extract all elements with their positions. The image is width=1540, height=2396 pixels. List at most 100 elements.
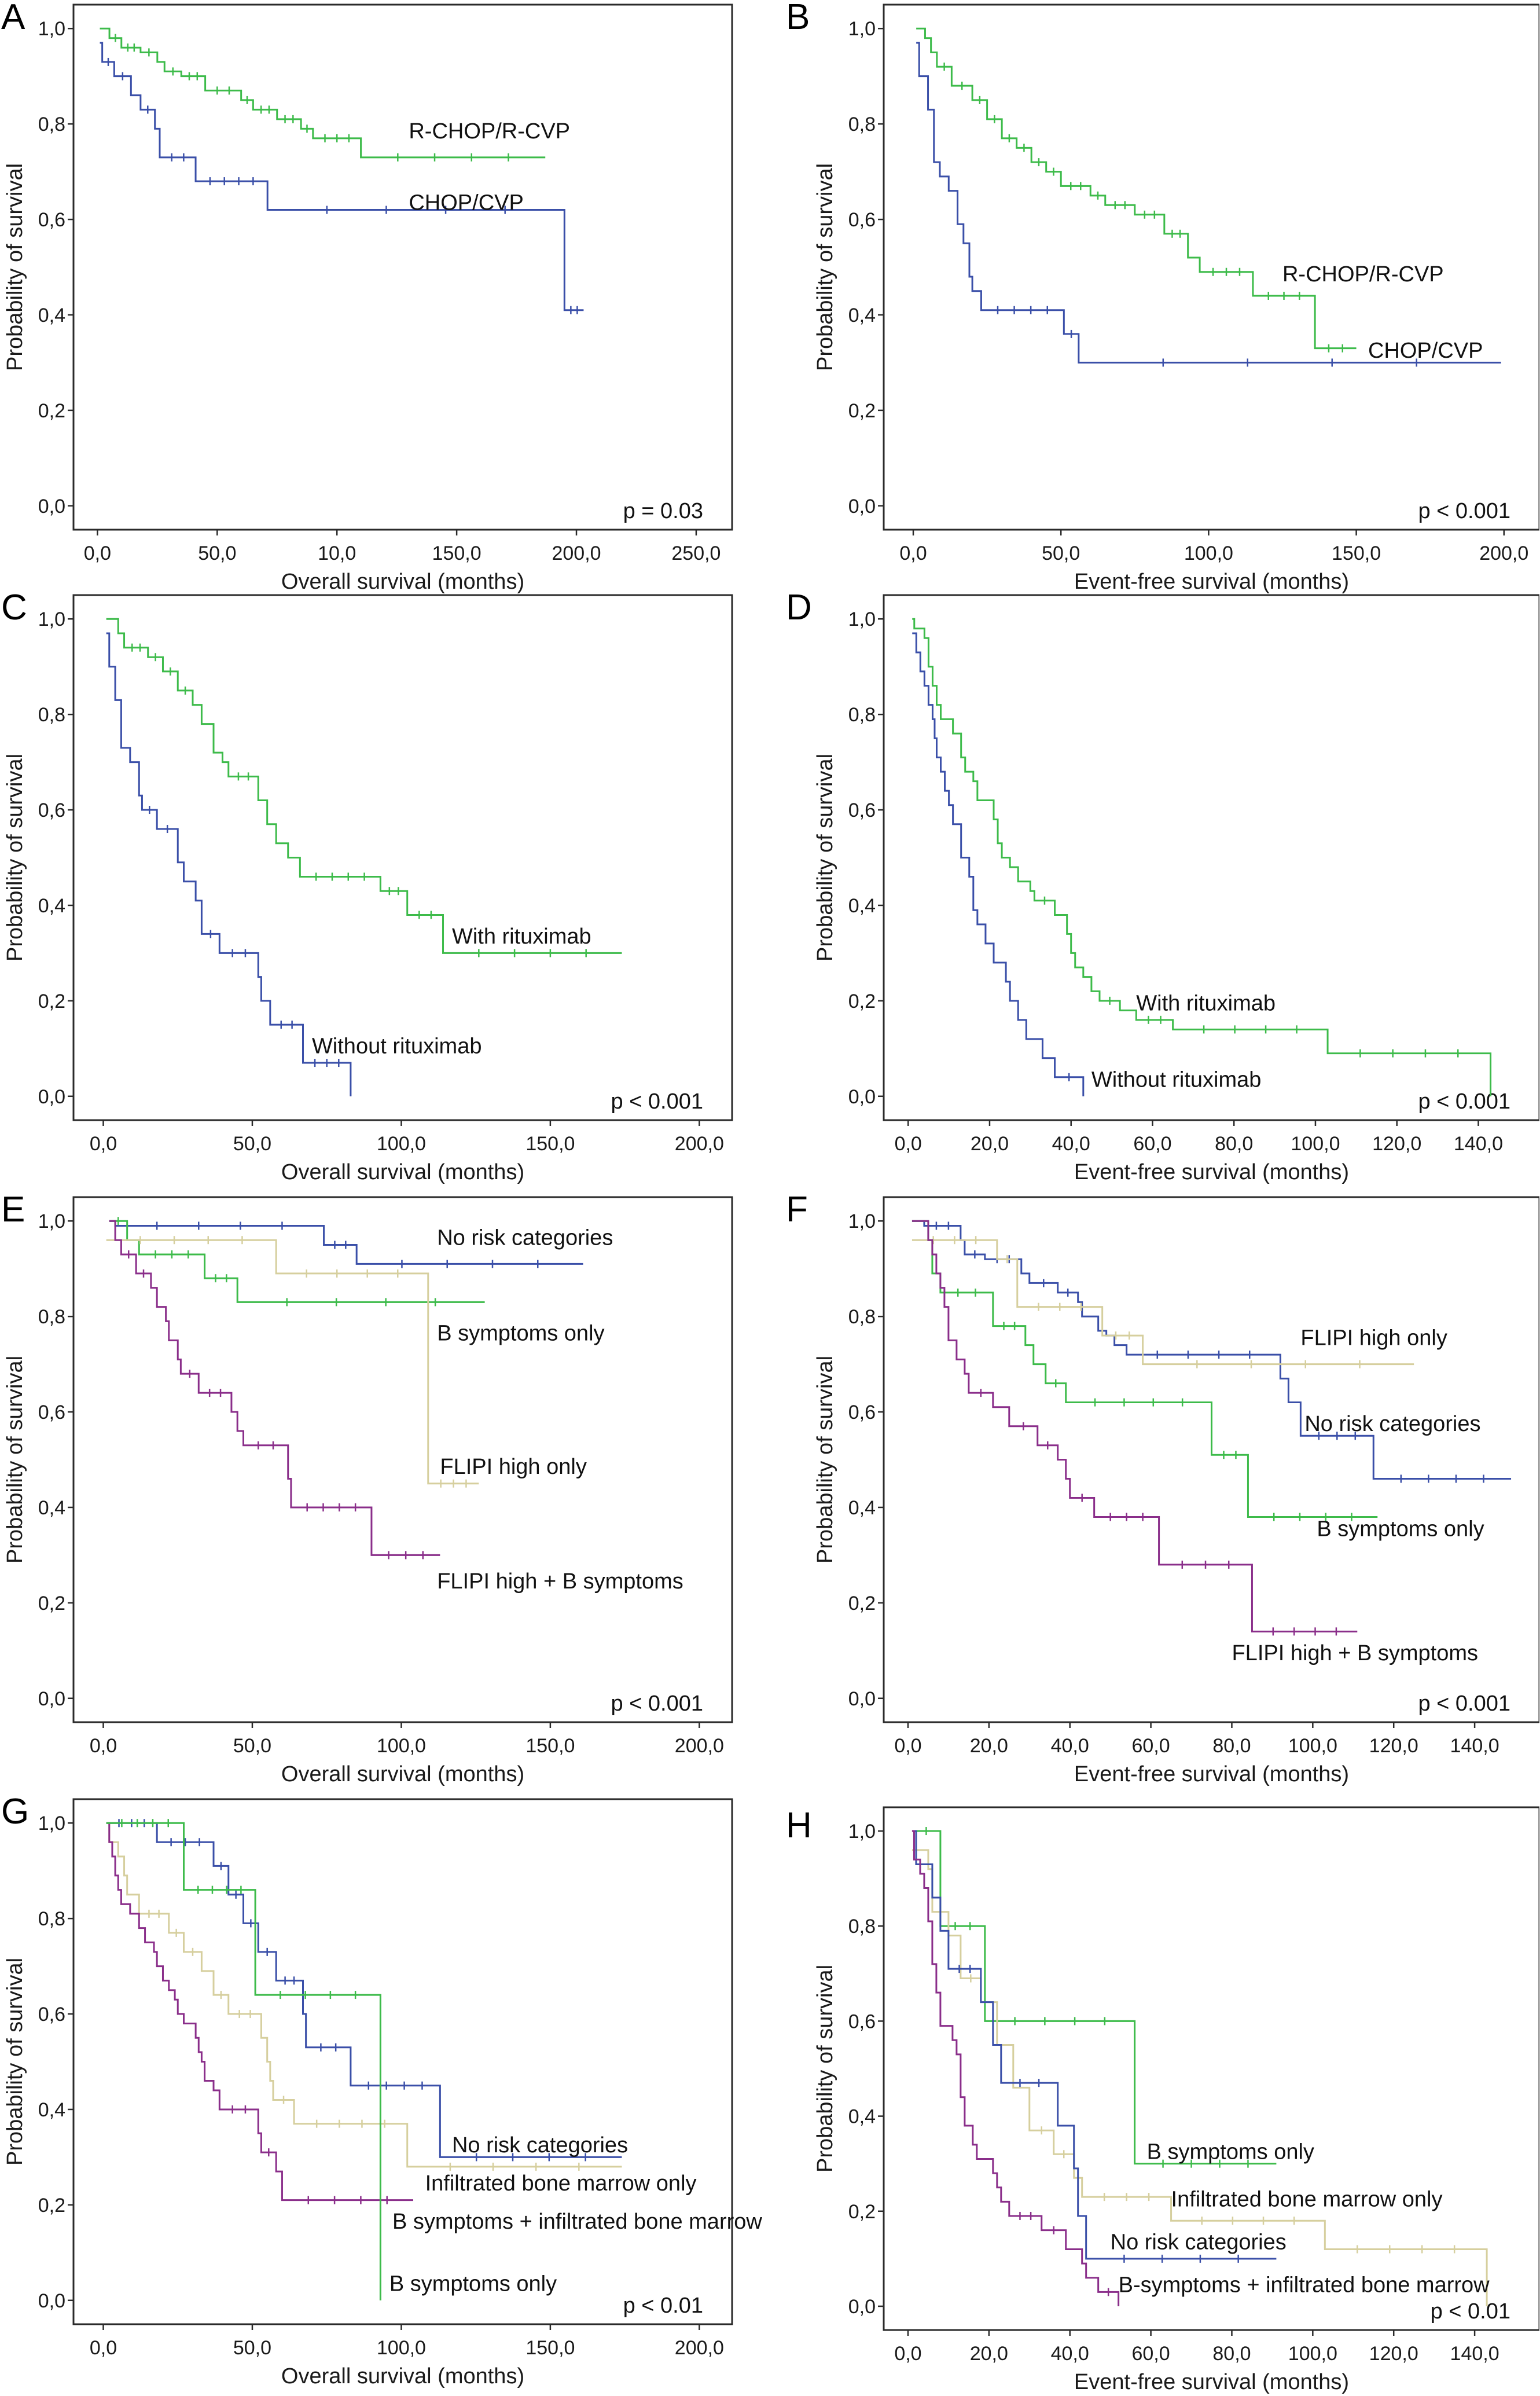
survival-curve <box>106 618 622 954</box>
survival-curve <box>106 1239 479 1485</box>
series-label: B symptoms only <box>1147 2140 1314 2164</box>
y-axis-label: Probability of survival <box>3 163 27 371</box>
panel-letter: E <box>1 1190 25 1230</box>
y-tick-label: 0,6 <box>848 209 876 231</box>
series-chop-cvp: CHOP/CVP <box>916 42 1501 367</box>
series-without-rituximab: Without rituximab <box>912 632 1261 1096</box>
plot-frame <box>883 1806 1539 2331</box>
x-tick-label: 40,0 <box>1052 1133 1090 1155</box>
series-label: No risk categories <box>452 2133 628 2157</box>
y-tick-label: 0,4 <box>38 1497 65 1519</box>
survival-curve <box>106 1822 622 2168</box>
x-tick-label: 100,0 <box>377 1133 426 1155</box>
survival-curve <box>100 42 584 311</box>
survival-curve <box>911 1220 1378 1518</box>
series-no-risk-categories: No risk categories <box>911 1220 1512 1483</box>
x-tick-label: 50,0 <box>233 2337 271 2359</box>
x-axis-label: Overall survival (months) <box>281 570 524 594</box>
x-tick-label: 60,0 <box>1133 1133 1171 1155</box>
x-tick-label: 50,0 <box>1042 542 1080 564</box>
x-tick-label: 80,0 <box>1212 1735 1251 1757</box>
series-flipi-high-only: FLIPI high only <box>106 1236 587 1488</box>
series-no-risk-categories: No risk categories <box>911 1830 1287 2263</box>
x-tick-label: 150,0 <box>432 542 482 564</box>
y-axis-label: Probability of survival <box>813 754 837 962</box>
x-tick-label: 40,0 <box>1051 1735 1089 1757</box>
panel-letter: D <box>786 588 812 628</box>
p-value: p < 0.001 <box>611 1691 703 1716</box>
km-plot: 0,0 0,2 0,4 0,6 0,8 1,0 0,0 50,0 10,0 150,0 200,0 2… <box>3 3 733 594</box>
survival-curve <box>911 1220 1358 1632</box>
y-tick-label: 0,6 <box>38 1401 65 1423</box>
y-tick-label: 0,6 <box>38 2004 65 2026</box>
y-tick-label: 0,8 <box>848 704 876 726</box>
series-label: Infiltrated bone marrow only <box>1171 2188 1443 2212</box>
series-label: B symptoms + infiltrated bone marrow <box>392 2210 762 2234</box>
y-axis-label: Probability of survival <box>3 1958 27 2166</box>
survival-curve <box>106 1822 414 2201</box>
series-label: No risk categories <box>1111 2230 1287 2254</box>
p-value: p = 0.03 <box>623 499 703 523</box>
y-tick-label: 0,2 <box>38 400 65 422</box>
x-tick-label: 60,0 <box>1131 1735 1170 1757</box>
series-b-symptoms-only: B symptoms only <box>106 1819 557 2300</box>
x-axis-label: Event-free survival (months) <box>1074 1762 1349 1786</box>
y-tick-label: 0,4 <box>848 2106 876 2128</box>
panel-letter: C <box>1 588 27 628</box>
series-b-symptoms-only: B symptoms only <box>911 1827 1314 2168</box>
x-tick-label: 140,0 <box>1450 2343 1499 2365</box>
x-tick-label: 100,0 <box>1291 1133 1340 1155</box>
x-tick-label: 150,0 <box>525 1735 575 1757</box>
series-label: With rituximab <box>1136 991 1276 1015</box>
y-tick-label: 0,0 <box>848 1688 876 1710</box>
x-tick-label: 100,0 <box>1288 2343 1337 2365</box>
y-tick-label: 1,0 <box>848 1210 876 1232</box>
y-tick-label: 0,6 <box>848 2010 876 2032</box>
x-tick-label: 100,0 <box>1184 542 1233 564</box>
x-tick-label: 200,0 <box>675 2337 724 2359</box>
y-tick-label: 0,8 <box>38 113 65 135</box>
series-flipi-high-b-symptoms: FLIPI high + B symptoms <box>911 1220 1478 1665</box>
x-tick-label: 200,0 <box>675 1735 724 1757</box>
x-tick-label: 250,0 <box>671 542 721 564</box>
series-label: No risk categories <box>437 1225 613 1250</box>
survival-curve <box>912 632 1085 1096</box>
panel-f: F 0,0 0,2 0,4 0,6 0,8 1,0 0,0 20,0 40,0 60,0 80,0 10… <box>770 1190 1539 1792</box>
x-tick-label: 80,0 <box>1215 1133 1253 1155</box>
series-label: B symptoms only <box>1317 1517 1484 1541</box>
series-label: CHOP/CVP <box>1368 339 1483 363</box>
x-tick-label: 200,0 <box>1479 542 1528 564</box>
x-axis-label: Overall survival (months) <box>281 2364 524 2388</box>
panel-a: A 0,0 0,2 0,4 0,6 0,8 1,0 0,0 50,0 10,0 150,0 200,0… <box>0 0 770 599</box>
panel-letter: A <box>1 0 25 37</box>
series-flipi-high-only: FLIPI high only <box>911 1236 1447 1368</box>
plot-frame <box>72 3 733 531</box>
y-tick-label: 0,4 <box>38 895 65 917</box>
survival-curve <box>106 632 352 1096</box>
y-tick-label: 0,8 <box>848 113 876 135</box>
panel-g: G 0,0 0,2 0,4 0,6 0,8 1,0 0,0 50,0 100,0 150,0 200,… <box>0 1792 770 2394</box>
survival-curve <box>916 27 1357 350</box>
y-tick-label: 0,6 <box>848 1401 876 1423</box>
series-with-rituximab: With rituximab <box>912 618 1492 1096</box>
x-tick-label: 0,0 <box>90 2337 117 2359</box>
x-tick-label: 0,0 <box>895 1133 922 1155</box>
p-value: p < 0.01 <box>623 2294 703 2318</box>
series-infiltrated-bone-marrow-only: Infiltrated bone marrow only <box>911 1849 1488 2306</box>
y-axis-label: Probability of survival <box>813 163 837 371</box>
series-without-rituximab: Without rituximab <box>106 632 482 1096</box>
x-tick-label: 50,0 <box>233 1735 271 1757</box>
x-tick-label: 0,0 <box>90 1735 117 1757</box>
plot-frame <box>883 3 1539 531</box>
x-tick-label: 200,0 <box>675 1133 724 1155</box>
y-tick-label: 0,0 <box>38 496 65 518</box>
x-tick-label: 60,0 <box>1131 2343 1170 2365</box>
x-tick-label: 150,0 <box>1332 542 1381 564</box>
y-tick-label: 0,0 <box>38 1688 65 1710</box>
survival-curve <box>911 1220 1512 1480</box>
series-b-symptoms-only: B symptoms only <box>911 1220 1484 1541</box>
p-value: p < 0.001 <box>1418 1691 1510 1716</box>
series-label: Without rituximab <box>312 1034 482 1059</box>
survival-curve <box>911 1830 1120 2306</box>
series-r-chop-r-cvp: R-CHOP/R-CVP <box>100 27 570 162</box>
